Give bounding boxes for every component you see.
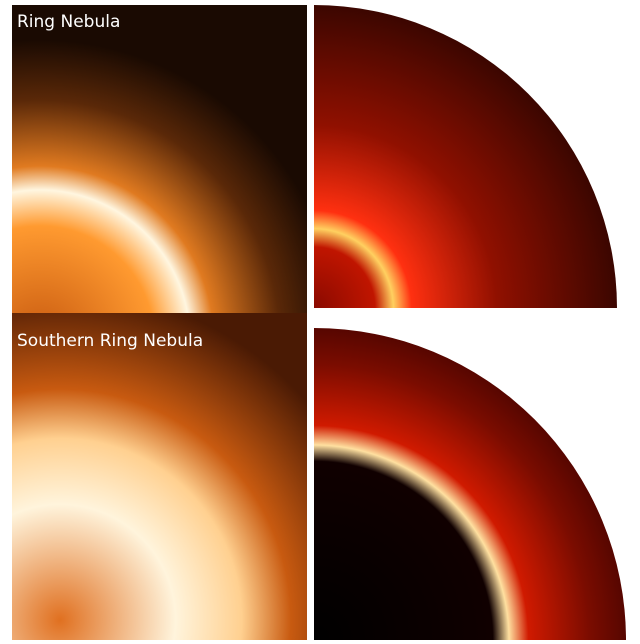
southern-ring-nebula-image [12,313,307,640]
panel-label: Southern Ring Nebula [17,331,203,351]
ring-nebula-image [12,5,307,313]
panel-label: Ring Nebula [17,12,120,32]
simulation-top [314,5,617,308]
simulation-bottom [314,328,626,640]
